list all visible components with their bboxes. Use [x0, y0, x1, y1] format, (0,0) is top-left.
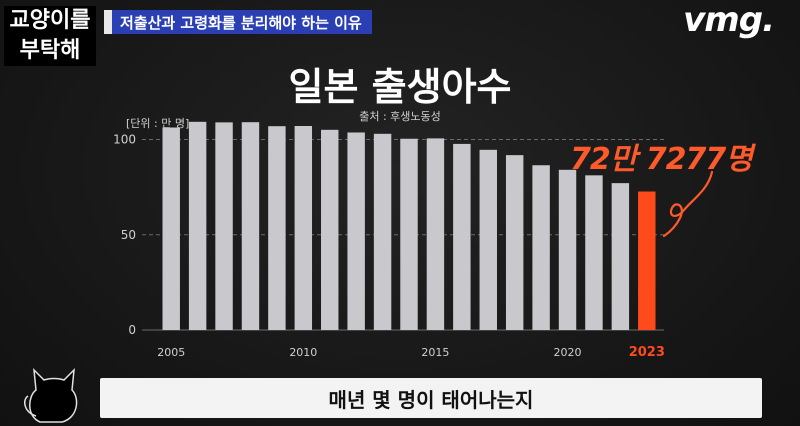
- bar: [268, 126, 286, 330]
- bar: [532, 165, 550, 330]
- subtitle-caption: 매년 몇 명이 태어나는지: [100, 378, 762, 418]
- x-tick-label: 2010: [289, 346, 317, 359]
- channel-title-line1: 교양이를: [9, 8, 91, 33]
- x-tick-label: 2015: [421, 346, 449, 359]
- y-tick-label: 50: [121, 228, 136, 242]
- y-tick-label: 0: [128, 323, 136, 337]
- channel-title: 교양이를 부탁해: [4, 6, 96, 66]
- topic-badge: 저출산과 고령화를 분리해야 하는 이유: [104, 10, 372, 34]
- topic-badge-edge: [104, 10, 112, 34]
- bar: [373, 133, 392, 330]
- bar: [453, 143, 471, 330]
- bar: [400, 138, 418, 330]
- bar: [611, 183, 630, 330]
- y-tick-label: 100: [113, 133, 136, 147]
- cat-icon: [23, 367, 78, 423]
- bar: [321, 129, 339, 330]
- chart-source: 출처 : 후생노동성: [359, 110, 441, 123]
- chart-title: 일본 출생아수: [288, 65, 512, 109]
- x-tick-label: 2005: [157, 346, 185, 359]
- bar: [294, 126, 313, 330]
- x-tick-label: 2020: [554, 346, 582, 359]
- bar: [162, 127, 180, 331]
- squiggle-arrow-icon: [662, 170, 714, 238]
- subtitle-text: 매년 몇 명이 태어나는지: [328, 387, 534, 412]
- brand-logo: vmg.: [683, 0, 775, 40]
- x-tick-label: 2023: [629, 345, 665, 360]
- bar: [347, 132, 365, 330]
- bar: [558, 169, 577, 330]
- bar: [479, 149, 497, 330]
- bar: [505, 155, 524, 330]
- channel-title-line2: 부탁해: [19, 38, 81, 63]
- bar: [426, 138, 445, 330]
- bar: [215, 122, 233, 330]
- unit-label: [단위 : 만 명]: [126, 117, 190, 130]
- bar: [241, 122, 260, 330]
- topic-badge-text: 저출산과 고령화를 분리해야 하는 이유: [120, 13, 362, 32]
- bar: [188, 121, 207, 330]
- highlight-callout: 72만 7277명: [570, 142, 753, 177]
- bar-highlight: [638, 191, 656, 330]
- bar: [585, 175, 603, 330]
